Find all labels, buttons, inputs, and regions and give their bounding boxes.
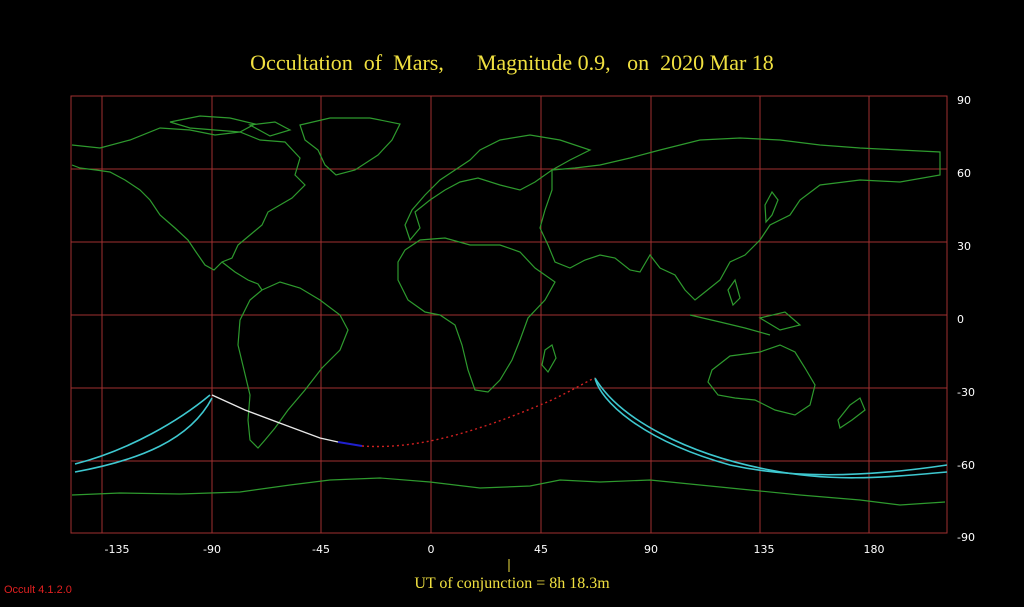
version-label: Occult 4.1.2.0 — [4, 584, 72, 596]
limit-curve-west-inner — [74, 397, 213, 473]
lon-tick-label: 135 — [754, 543, 775, 556]
lon-tick-label: -45 — [312, 543, 330, 556]
track-daylight — [211, 394, 339, 443]
limit-curve-east-outer — [594, 377, 948, 476]
latitude-grid — [71, 168, 947, 462]
lat-tick-label: 60 — [957, 167, 971, 180]
latitude-tick-labels: 90 60 30 0 -30 -60 -90 — [957, 94, 975, 544]
coast-antarctica — [71, 477, 946, 506]
lat-tick-label: 30 — [957, 240, 971, 253]
lon-tick-label: -135 — [105, 543, 130, 556]
coast-new-zealand — [837, 397, 866, 429]
lon-tick-label: -90 — [203, 543, 221, 556]
occultation-limits — [74, 377, 948, 479]
coast-arctic-islands — [169, 115, 292, 137]
coast-japan — [764, 190, 779, 224]
coast-madagascar — [541, 344, 557, 374]
coast-south-america — [237, 281, 349, 449]
coast-indonesia — [689, 278, 802, 336]
lon-tick-label: 45 — [534, 543, 548, 556]
map-title: Occultation of Mars, Magnitude 0.9, on 2… — [250, 50, 774, 75]
limit-curve-east-inner — [594, 377, 948, 479]
lon-tick-label: 90 — [644, 543, 658, 556]
lon-tick-label: 180 — [864, 543, 885, 556]
coastlines — [71, 115, 946, 506]
coast-europe — [404, 134, 592, 242]
lat-tick-label: -90 — [957, 531, 975, 544]
coast-greenland — [299, 117, 401, 176]
coast-central-america — [221, 261, 263, 291]
track-below-horizon — [361, 377, 596, 448]
limit-curve-west-outer — [74, 394, 211, 465]
lat-tick-label: 90 — [957, 94, 971, 107]
coast-asia — [539, 137, 941, 301]
conjunction-time: UT of conjunction = 8h 18.3m — [414, 575, 610, 592]
coast-north-america — [71, 127, 306, 271]
lat-tick-label: -30 — [957, 386, 975, 399]
lon-tick-label: 0 — [428, 543, 435, 556]
coast-africa — [397, 237, 556, 393]
lat-tick-label: -60 — [957, 459, 975, 472]
lat-tick-label: 0 — [957, 313, 964, 326]
longitude-tick-labels: -135 -90 -45 0 45 90 135 180 — [105, 543, 885, 556]
coast-australia — [707, 344, 816, 416]
track-twilight — [337, 441, 363, 447]
